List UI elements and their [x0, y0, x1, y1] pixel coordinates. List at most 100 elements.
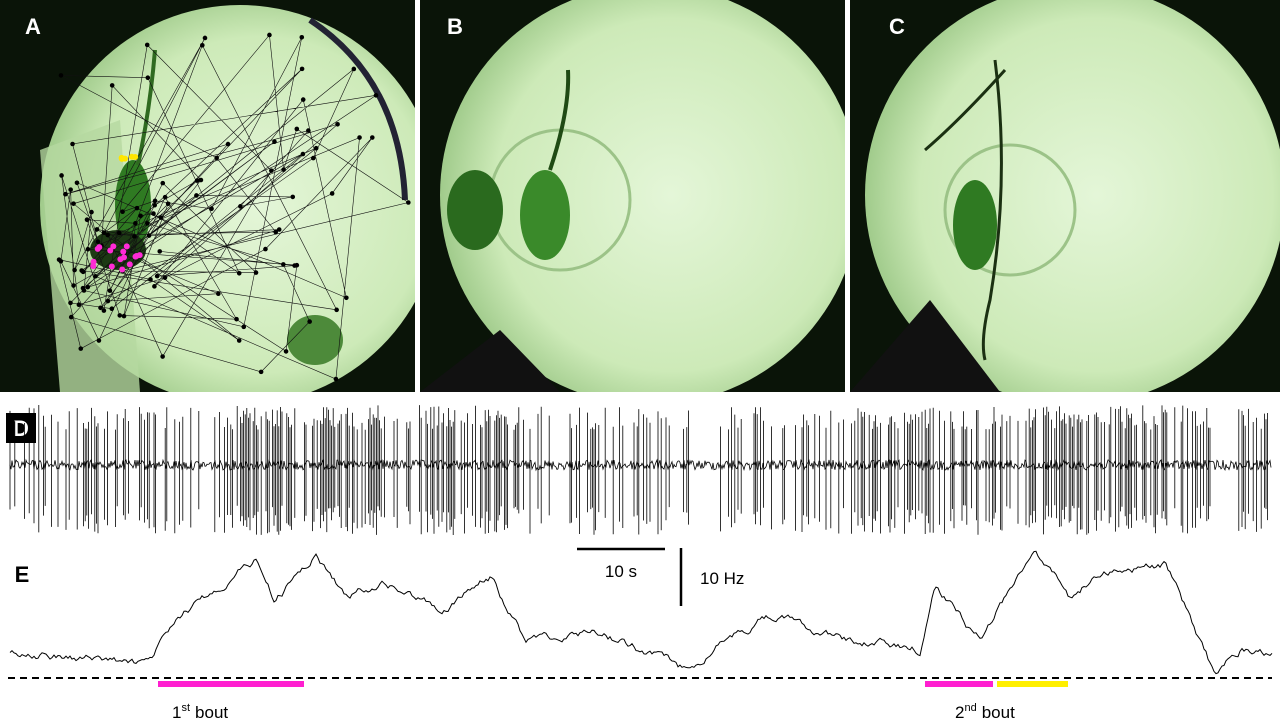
position-dot [269, 168, 274, 173]
bout-dot [90, 258, 97, 265]
position-dot [272, 139, 277, 145]
trajectory [56, 32, 411, 382]
position-dot [306, 128, 311, 133]
bout-bar [158, 681, 304, 687]
position-dot [81, 288, 87, 293]
position-dot [281, 167, 286, 172]
position-dot [202, 35, 208, 41]
bout-dot [133, 252, 140, 259]
position-dot [294, 262, 300, 268]
time-scale-label: 10 s [605, 562, 637, 581]
position-dot [406, 200, 411, 205]
position-dot [85, 284, 91, 290]
photo-b [420, 0, 845, 392]
position-dot [134, 205, 140, 211]
position-dot [89, 209, 94, 215]
position-dot [71, 283, 76, 288]
position-dot [160, 180, 166, 186]
position-dot [68, 300, 73, 306]
position-dot [307, 319, 312, 324]
position-dot [152, 198, 158, 204]
position-dot [281, 262, 286, 267]
position-dot [151, 211, 156, 216]
spikes [9, 405, 1268, 535]
position-dot [132, 234, 137, 239]
position-dot [351, 66, 357, 72]
bout-dot [119, 266, 126, 273]
position-dot [299, 66, 305, 72]
label-box [6, 413, 36, 443]
position-dot [198, 177, 204, 183]
position-dot [116, 230, 122, 236]
position-dot [300, 97, 306, 102]
position-dot [84, 217, 90, 222]
position-dot [63, 191, 68, 197]
ordinal: 2 [955, 703, 964, 722]
position-dot [146, 233, 152, 238]
position-dot [313, 145, 319, 151]
position-dot [160, 354, 165, 359]
position-dot [236, 270, 242, 276]
position-dot [294, 126, 300, 132]
position-dot [68, 187, 73, 192]
position-dot [94, 227, 100, 232]
position-dot [200, 42, 205, 48]
position-dot [162, 275, 168, 280]
position-dot [101, 230, 107, 236]
bout-dot [117, 256, 124, 263]
position-dot [107, 288, 113, 293]
position-dot [290, 194, 296, 200]
position-dot [333, 376, 339, 382]
position-dot [209, 206, 214, 212]
position-dot [310, 155, 316, 161]
position-dot [58, 73, 64, 78]
position-dot [105, 232, 111, 238]
position-dot [148, 277, 153, 282]
position-dot [216, 291, 221, 297]
position-dot [56, 257, 62, 262]
position-dot [93, 273, 98, 279]
photo-a [0, 0, 415, 392]
position-dot [96, 338, 102, 343]
panel-label: B [447, 14, 463, 39]
position-dot [214, 155, 219, 161]
position-dot [145, 221, 150, 226]
position-dot [71, 201, 76, 206]
bout-label: 2nd bout [955, 702, 1015, 722]
bout-dot [123, 243, 130, 250]
position-dot [74, 180, 80, 186]
position-dot [329, 191, 335, 196]
position-dot [344, 295, 349, 301]
bout-bar [925, 681, 993, 687]
position-dot [105, 298, 111, 304]
position-dot [95, 239, 101, 245]
bout-bar [997, 681, 1068, 687]
position-dot [241, 324, 247, 330]
spike-trace [9, 405, 1272, 535]
panel-label: C [889, 14, 905, 39]
bout-dot [126, 261, 133, 268]
photo-c [850, 0, 1280, 392]
position-dot [194, 178, 200, 183]
position-dot [78, 346, 84, 351]
bout-dot [132, 154, 139, 161]
position-dot [152, 202, 157, 208]
bout-word: bout [195, 703, 228, 722]
position-dot [267, 32, 272, 38]
bout-word: bout [982, 703, 1015, 722]
position-dot [157, 249, 163, 254]
position-dot [238, 204, 243, 209]
position-dot [138, 213, 143, 219]
position-dot [253, 270, 259, 275]
position-dot [121, 313, 127, 319]
position-dot [283, 349, 289, 354]
position-dot [72, 267, 77, 273]
position-dot [98, 305, 103, 311]
position-dot [165, 201, 171, 207]
position-dot [133, 221, 138, 226]
position-dot [145, 75, 151, 81]
position-dot [299, 34, 305, 40]
rate-trace [9, 550, 1273, 675]
bout-dot [90, 263, 97, 270]
